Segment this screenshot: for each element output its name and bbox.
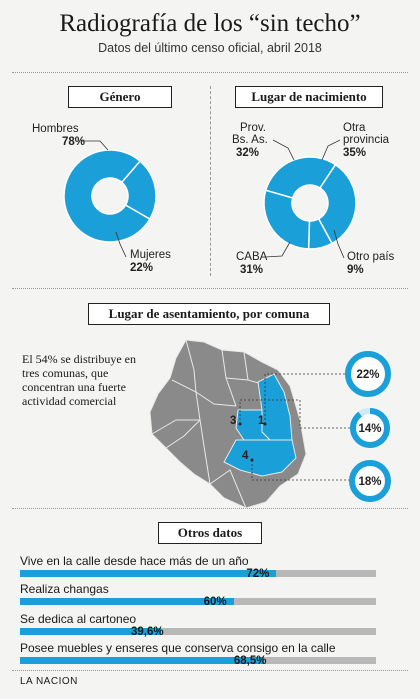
value-hombres: 78% bbox=[62, 136, 85, 148]
bar-row-3: Se dedica al cartoneo 39,6% bbox=[20, 612, 380, 638]
section-title-asentamiento: Lugar de asentamiento, por comuna bbox=[88, 303, 330, 325]
footer-logo: LA NACION bbox=[20, 676, 78, 687]
comuna-ring-value-1: 22% bbox=[356, 369, 379, 381]
bar-row-2: Realiza changas 60% bbox=[20, 582, 380, 608]
comuna-label-1: 1 bbox=[258, 415, 265, 427]
bar-label-2: Realiza changas bbox=[20, 582, 109, 596]
bar-label-3: Se dedica al cartoneo bbox=[20, 612, 137, 626]
value-caba: 31% bbox=[240, 264, 263, 276]
page-subtitle: Datos del último censo oficial, abril 20… bbox=[98, 41, 322, 55]
comuna-4 bbox=[223, 439, 297, 477]
label-otra-provincia-2: provincia bbox=[343, 134, 390, 146]
comuna-label-3: 3 bbox=[230, 415, 236, 427]
label-hombres: Hombres bbox=[32, 123, 79, 135]
label-prov-bs-as-2: Bs. As. bbox=[232, 134, 268, 146]
bar-track-1: 72% bbox=[20, 568, 376, 580]
label-caba: CABA bbox=[236, 251, 268, 263]
genero-slice-1 bbox=[63, 149, 151, 243]
label-prov-bs-as-1: Prov. bbox=[240, 122, 266, 134]
bar-label-1: Vive en la calle desde hace más de un añ… bbox=[20, 554, 249, 568]
comuna-ring-2 bbox=[350, 408, 390, 448]
label-otra-provincia-1: Otra bbox=[343, 122, 366, 134]
divider-footer bbox=[12, 670, 408, 671]
bar-track-3: 39,6% bbox=[20, 626, 376, 638]
comuna-ring-1 bbox=[345, 351, 391, 397]
bar-value-3: 39,6% bbox=[130, 626, 164, 638]
label-otro-pais: Otro país bbox=[347, 251, 395, 263]
bar-row-4: Posee muebles y enseres que conserva con… bbox=[20, 641, 380, 667]
bar-fill-4 bbox=[20, 657, 264, 664]
donut-lugar-nacimiento bbox=[263, 156, 357, 250]
bar-fill-2 bbox=[20, 598, 234, 605]
value-otro-pais: 9% bbox=[347, 264, 364, 276]
comunas-map: 1 3 4 bbox=[149, 339, 352, 509]
comuna-label-4: 4 bbox=[242, 450, 249, 462]
donut-genero bbox=[63, 149, 157, 243]
divider-top bbox=[12, 72, 408, 73]
genero-slice-2 bbox=[120, 160, 157, 221]
comuna-rings: 22% 14% 18% bbox=[345, 351, 391, 502]
bar-row-1: Vive en la calle desde hace más de un añ… bbox=[20, 554, 380, 580]
bar-fill-1 bbox=[20, 570, 277, 577]
comuna-ring-value-2: 14% bbox=[358, 423, 381, 435]
section-title-otros-datos: Otros datos bbox=[158, 522, 262, 544]
page-title: Radiografía de los “sin techo” bbox=[59, 10, 361, 37]
divider-middle bbox=[12, 288, 408, 289]
comuna-ring-value-3: 18% bbox=[358, 476, 381, 488]
bar-fill-3 bbox=[20, 628, 161, 635]
value-otra-provincia: 35% bbox=[343, 147, 366, 159]
section-title-lugar-nacimiento: Lugar de nacimiento bbox=[235, 86, 383, 108]
lugar-slice-4 bbox=[263, 189, 311, 250]
bar-label-4: Posee muebles y enseres que conserva con… bbox=[20, 641, 336, 655]
bar-value-4: 68,5% bbox=[233, 655, 267, 667]
label-mujeres: Mujeres bbox=[130, 249, 171, 261]
bar-track-4: 68,5% bbox=[20, 655, 376, 667]
bar-value-1: 72% bbox=[246, 568, 270, 580]
divider-bottom bbox=[12, 508, 408, 509]
divider-vertical bbox=[210, 86, 211, 276]
section-title-genero: Género bbox=[68, 86, 172, 108]
comuna-ring-3 bbox=[349, 460, 391, 502]
lugar-slice-1 bbox=[264, 156, 337, 199]
value-mujeres: 22% bbox=[130, 262, 153, 274]
map-note: El 54% se distribuye en tres comunas, qu… bbox=[22, 352, 136, 408]
bar-track-2: 60% bbox=[20, 596, 376, 608]
bar-value-2: 60% bbox=[203, 596, 227, 608]
value-prov-bs-as: 32% bbox=[236, 147, 259, 159]
